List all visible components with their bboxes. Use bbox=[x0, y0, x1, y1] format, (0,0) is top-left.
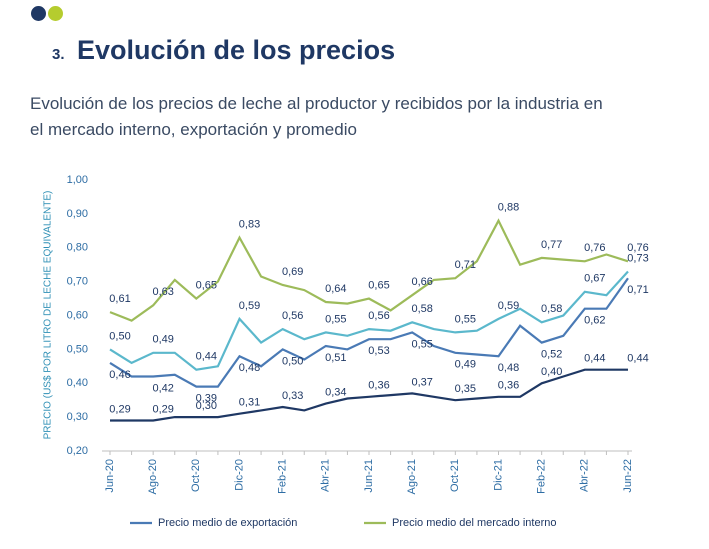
series-line bbox=[109, 218, 629, 322]
data-label: 0,35 bbox=[455, 383, 476, 395]
y-tick-label: 0,60 bbox=[67, 309, 88, 321]
x-tick-label: Ago-21 bbox=[406, 459, 418, 494]
data-label: 0,59 bbox=[498, 300, 519, 312]
section-number: 3. bbox=[52, 46, 65, 63]
page-title: Evolución de los precios bbox=[77, 35, 396, 65]
data-label: 0,58 bbox=[411, 303, 432, 315]
y-tick-label: 1,00 bbox=[67, 174, 88, 186]
subtitle-line: el mercado interno, exportación y promed… bbox=[30, 120, 357, 139]
data-label: 0,44 bbox=[584, 353, 605, 365]
series-line bbox=[110, 368, 628, 422]
x-tick-label: Jun-21 bbox=[363, 459, 375, 493]
x-tick-label: Jun-20 bbox=[104, 459, 116, 493]
data-label: 0,46 bbox=[109, 369, 130, 381]
subtitle-line: Evolución de los precios de leche al pro… bbox=[30, 94, 603, 113]
data-label: 0,29 bbox=[109, 403, 130, 415]
data-label: 0,44 bbox=[196, 351, 217, 363]
x-tick-label: Jun-22 bbox=[622, 459, 634, 493]
data-label: 0,34 bbox=[325, 386, 346, 398]
legend-label: Precio medio del mercado interno bbox=[392, 517, 556, 529]
data-label: 0,30 bbox=[196, 400, 217, 412]
x-tick-label: Feb-21 bbox=[277, 459, 289, 494]
y-tick-label: 0,30 bbox=[67, 411, 88, 423]
data-label: 0,36 bbox=[498, 380, 519, 392]
logo-dot bbox=[31, 6, 46, 21]
x-tick-label: Dic-20 bbox=[233, 459, 245, 491]
data-label: 0,88 bbox=[498, 202, 519, 214]
y-tick-label: 0,40 bbox=[67, 377, 88, 389]
data-label: 0,44 bbox=[627, 353, 648, 365]
data-label: 0,67 bbox=[584, 273, 605, 285]
data-label: 0,73 bbox=[627, 252, 648, 264]
y-tick-label: 0,90 bbox=[67, 208, 88, 220]
data-label: 0,49 bbox=[455, 359, 476, 371]
data-label: 0,65 bbox=[196, 279, 217, 291]
data-label: 0,64 bbox=[325, 283, 346, 295]
y-axis-label: PRECIO (US$ POR LITRO DE LECHE EQUIVALEN… bbox=[43, 191, 54, 440]
data-label: 0,71 bbox=[627, 284, 648, 296]
logo-dot bbox=[48, 6, 63, 21]
y-tick-label: 0,70 bbox=[67, 276, 88, 288]
series-line bbox=[109, 277, 629, 388]
data-label: 0,29 bbox=[152, 403, 173, 415]
data-label: 0,63 bbox=[152, 286, 173, 298]
x-tick-label: Dic-21 bbox=[492, 459, 504, 491]
y-tick-label: 0,50 bbox=[67, 343, 88, 355]
data-label: 0,65 bbox=[368, 279, 389, 291]
data-label: 0,59 bbox=[239, 300, 260, 312]
data-label: 0,69 bbox=[282, 266, 303, 278]
data-label: 0,33 bbox=[282, 390, 303, 402]
data-label: 0,53 bbox=[368, 345, 389, 357]
data-label: 0,40 bbox=[541, 366, 562, 378]
legend-label: Precio medio de exportación bbox=[158, 517, 297, 529]
data-label: 0,50 bbox=[282, 355, 303, 367]
x-tick-label: Oct-21 bbox=[449, 459, 461, 492]
data-label: 0,76 bbox=[584, 242, 605, 254]
data-label: 0,61 bbox=[109, 293, 130, 305]
data-label: 0,56 bbox=[282, 310, 303, 322]
data-label: 0,55 bbox=[455, 313, 476, 325]
data-label: 0,42 bbox=[152, 382, 173, 394]
data-label: 0,62 bbox=[584, 315, 605, 327]
data-label: 0,48 bbox=[239, 362, 260, 374]
data-label: 0,71 bbox=[455, 259, 476, 271]
x-tick-label: Abr-22 bbox=[579, 459, 591, 492]
y-tick-label: 0,80 bbox=[67, 242, 88, 254]
data-label: 0,83 bbox=[239, 218, 260, 230]
data-label: 0,36 bbox=[368, 380, 389, 392]
x-tick-label: Abr-21 bbox=[320, 459, 332, 492]
x-tick-label: Ago-20 bbox=[147, 459, 159, 494]
data-label: 0,58 bbox=[541, 303, 562, 315]
data-label: 0,39 bbox=[196, 393, 217, 405]
data-label: 0,49 bbox=[152, 334, 173, 346]
data-label: 0,56 bbox=[368, 310, 389, 322]
data-label: 0,76 bbox=[627, 242, 648, 254]
data-label: 0,50 bbox=[109, 330, 130, 342]
data-label: 0,48 bbox=[498, 362, 519, 374]
data-label: 0,37 bbox=[411, 376, 432, 388]
data-label: 0,55 bbox=[325, 313, 346, 325]
x-tick-label: Feb-22 bbox=[536, 459, 548, 494]
data-label: 0,55 bbox=[411, 338, 432, 350]
data-label: 0,31 bbox=[239, 397, 260, 409]
data-label: 0,66 bbox=[411, 276, 432, 288]
data-label: 0,77 bbox=[541, 239, 562, 251]
series-line bbox=[109, 270, 629, 371]
data-label: 0,51 bbox=[325, 352, 346, 364]
data-label: 0,52 bbox=[541, 349, 562, 361]
y-tick-label: 0,20 bbox=[67, 445, 88, 457]
x-tick-label: Oct-20 bbox=[190, 459, 202, 492]
